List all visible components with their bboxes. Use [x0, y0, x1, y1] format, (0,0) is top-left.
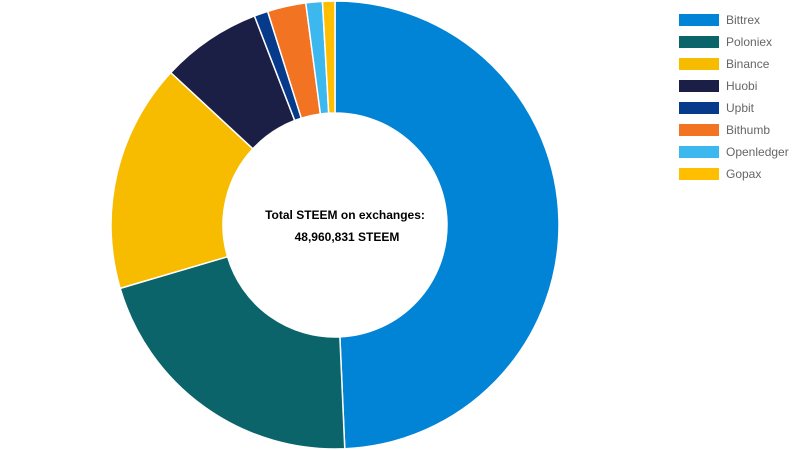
legend-item-upbit[interactable]: Upbit [679, 97, 789, 119]
legend-label: Bittrex [726, 13, 761, 27]
legend-label: Openledger [726, 145, 789, 159]
legend-swatch [679, 58, 719, 70]
legend-item-bithumb[interactable]: Bithumb [679, 119, 789, 141]
chart-legend: Bittrex Poloniex Binance Huobi Upbit Bithumb O… [679, 9, 789, 185]
legend-item-poloniex[interactable]: Poloniex [679, 31, 789, 53]
legend-label: Binance [726, 57, 770, 71]
legend-swatch [679, 102, 719, 114]
chart-slices [110, 0, 560, 450]
slice-gopax[interactable] [321, 0, 336, 114]
legend-item-gopax[interactable]: Gopax [679, 163, 789, 185]
legend-label: Huobi [726, 79, 758, 93]
legend-swatch [679, 14, 719, 26]
legend-label: Bithumb [726, 123, 771, 137]
legend-label: Poloniex [726, 35, 773, 49]
legend-swatch [679, 36, 719, 48]
center-title: Total STEEM on exchanges: [265, 208, 425, 222]
legend-label: Gopax [726, 167, 762, 181]
legend-swatch [679, 168, 719, 180]
legend-swatch [679, 124, 719, 136]
slice-bittrex[interactable] [334, 0, 560, 450]
legend-swatch [679, 146, 719, 158]
legend-item-openledger[interactable]: Openledger [679, 141, 789, 163]
legend-swatch [679, 80, 719, 92]
center-value: 48,960,831 STEEM [295, 230, 400, 244]
slice-poloniex[interactable] [119, 255, 346, 450]
legend-item-binance[interactable]: Binance [679, 53, 789, 75]
legend-item-bittrex[interactable]: Bittrex [679, 9, 789, 31]
legend-label: Upbit [726, 101, 755, 115]
legend-item-huobi[interactable]: Huobi [679, 75, 789, 97]
slice-binance[interactable] [110, 71, 254, 290]
